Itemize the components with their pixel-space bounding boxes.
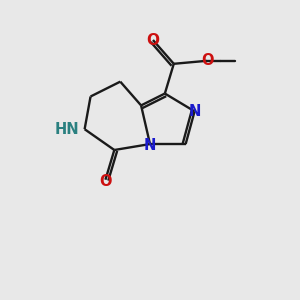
- Text: O: O: [99, 174, 112, 189]
- Text: HN: HN: [55, 122, 79, 137]
- Text: O: O: [146, 32, 160, 47]
- Text: N: N: [188, 104, 201, 119]
- Text: O: O: [202, 53, 214, 68]
- Text: N: N: [144, 138, 156, 153]
